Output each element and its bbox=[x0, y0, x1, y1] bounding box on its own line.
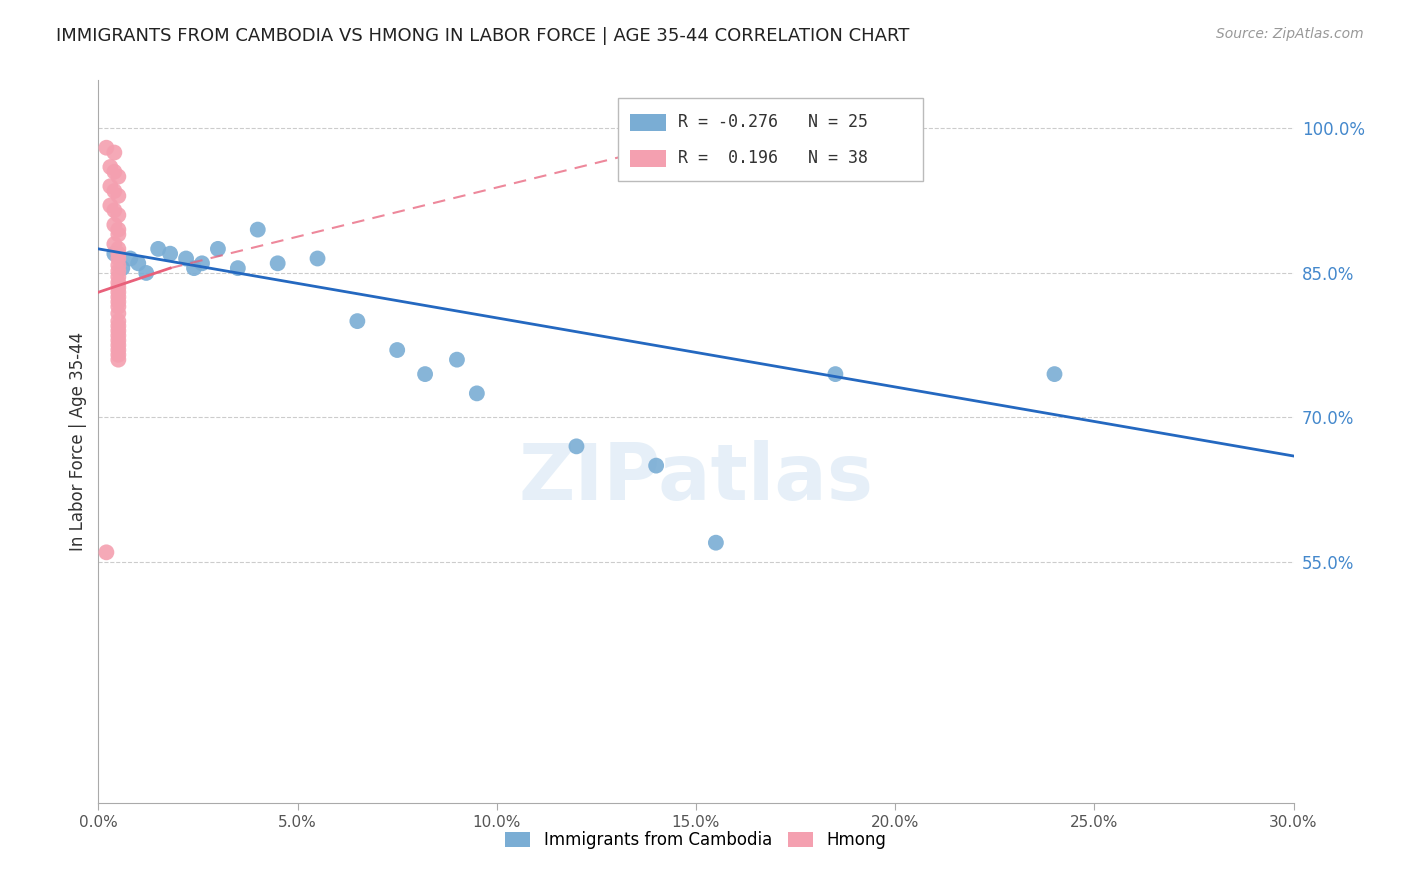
Point bbox=[111, 261, 134, 276]
Point bbox=[107, 348, 129, 362]
Point bbox=[159, 246, 181, 260]
Point bbox=[107, 276, 129, 290]
Point bbox=[107, 338, 129, 352]
Point bbox=[645, 458, 668, 473]
Point bbox=[107, 300, 129, 314]
Point bbox=[98, 179, 122, 194]
Point bbox=[107, 246, 129, 260]
Point bbox=[174, 252, 197, 266]
Point bbox=[107, 314, 129, 328]
Point bbox=[103, 218, 125, 232]
Point bbox=[107, 334, 129, 348]
Point bbox=[107, 280, 129, 294]
Point bbox=[107, 352, 129, 367]
Text: ZIPatlas: ZIPatlas bbox=[519, 440, 873, 516]
Point bbox=[107, 169, 129, 184]
Point bbox=[107, 242, 129, 256]
Point bbox=[107, 306, 129, 320]
Point bbox=[107, 264, 129, 278]
Point bbox=[98, 198, 122, 212]
Point bbox=[704, 535, 727, 549]
Point bbox=[103, 237, 125, 252]
Point bbox=[103, 203, 125, 218]
Legend: Immigrants from Cambodia, Hmong: Immigrants from Cambodia, Hmong bbox=[499, 824, 893, 856]
Point bbox=[267, 256, 290, 270]
Point bbox=[103, 145, 125, 160]
Text: Source: ZipAtlas.com: Source: ZipAtlas.com bbox=[1216, 27, 1364, 41]
Point bbox=[1043, 367, 1066, 381]
Point bbox=[183, 261, 205, 276]
FancyBboxPatch shape bbox=[630, 150, 666, 167]
Point bbox=[103, 246, 125, 260]
Point bbox=[103, 165, 125, 179]
FancyBboxPatch shape bbox=[630, 113, 666, 131]
Point bbox=[96, 141, 118, 155]
Text: R =  0.196   N = 38: R = 0.196 N = 38 bbox=[678, 149, 868, 168]
Point bbox=[107, 324, 129, 338]
Point bbox=[107, 258, 129, 272]
Point bbox=[107, 285, 129, 300]
Point bbox=[98, 160, 122, 174]
Point bbox=[107, 343, 129, 357]
Point bbox=[824, 367, 846, 381]
Point bbox=[135, 266, 157, 280]
Point bbox=[385, 343, 409, 357]
Point bbox=[346, 314, 368, 328]
Point bbox=[207, 242, 229, 256]
FancyBboxPatch shape bbox=[619, 98, 922, 181]
Point bbox=[226, 261, 249, 276]
Point bbox=[446, 352, 468, 367]
Point bbox=[120, 252, 142, 266]
Point bbox=[103, 184, 125, 198]
Point bbox=[565, 439, 588, 453]
Point bbox=[107, 328, 129, 343]
Point bbox=[107, 222, 129, 236]
Y-axis label: In Labor Force | Age 35-44: In Labor Force | Age 35-44 bbox=[69, 332, 87, 551]
Point bbox=[107, 318, 129, 333]
Point bbox=[148, 242, 170, 256]
Point bbox=[307, 252, 329, 266]
Point bbox=[191, 256, 214, 270]
Point bbox=[107, 290, 129, 304]
Point bbox=[107, 269, 129, 284]
Point bbox=[107, 189, 129, 203]
Point bbox=[107, 252, 129, 266]
Point bbox=[413, 367, 436, 381]
Text: IMMIGRANTS FROM CAMBODIA VS HMONG IN LABOR FORCE | AGE 35-44 CORRELATION CHART: IMMIGRANTS FROM CAMBODIA VS HMONG IN LAB… bbox=[56, 27, 910, 45]
Point bbox=[107, 208, 129, 222]
Point bbox=[107, 294, 129, 309]
Point bbox=[465, 386, 488, 401]
Point bbox=[107, 227, 129, 242]
Point bbox=[127, 256, 149, 270]
Point bbox=[96, 545, 118, 559]
Text: R = -0.276   N = 25: R = -0.276 N = 25 bbox=[678, 113, 868, 131]
Point bbox=[246, 222, 269, 236]
